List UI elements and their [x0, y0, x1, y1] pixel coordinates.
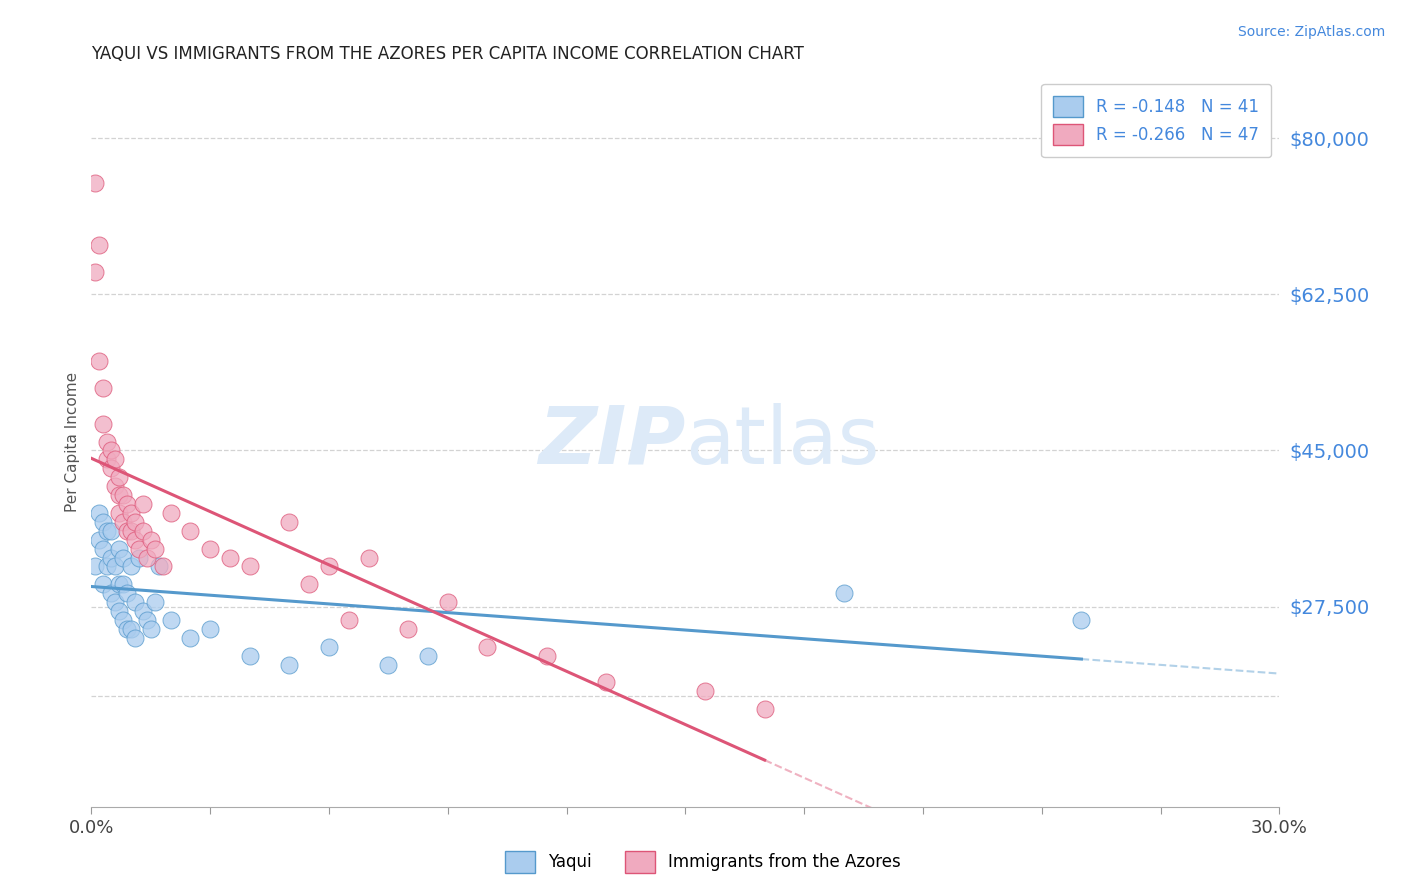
Point	[104, 595, 127, 609]
Point	[120, 524, 142, 538]
Point	[200, 541, 222, 556]
Point	[96, 452, 118, 467]
Point	[112, 613, 135, 627]
Point	[120, 506, 142, 520]
Point	[115, 622, 138, 636]
Point	[112, 550, 135, 565]
Point	[89, 354, 111, 368]
Point	[695, 684, 717, 698]
Legend: Yaqui, Immigrants from the Azores: Yaqui, Immigrants from the Azores	[498, 845, 908, 880]
Point	[128, 550, 150, 565]
Point	[337, 613, 360, 627]
Text: atlas: atlas	[685, 402, 880, 481]
Point	[108, 577, 131, 591]
Point	[536, 648, 558, 663]
Point	[115, 497, 138, 511]
Point	[754, 702, 776, 716]
Point	[396, 622, 419, 636]
Point	[436, 595, 458, 609]
Point	[100, 524, 122, 538]
Point	[112, 577, 135, 591]
Point	[1070, 613, 1092, 627]
Point	[124, 631, 146, 645]
Point	[135, 550, 157, 565]
Point	[148, 559, 170, 574]
Point	[91, 541, 114, 556]
Point	[115, 586, 138, 600]
Point	[108, 604, 131, 618]
Point	[139, 622, 162, 636]
Point	[124, 595, 146, 609]
Point	[108, 506, 131, 520]
Point	[239, 648, 262, 663]
Point	[100, 550, 122, 565]
Point	[132, 524, 155, 538]
Point	[124, 515, 146, 529]
Point	[318, 640, 340, 654]
Point	[128, 541, 150, 556]
Point	[219, 550, 242, 565]
Point	[112, 515, 135, 529]
Point	[108, 470, 131, 484]
Point	[239, 559, 262, 574]
Point	[91, 417, 114, 431]
Point	[120, 559, 142, 574]
Point	[179, 524, 201, 538]
Point	[298, 577, 321, 591]
Point	[595, 675, 617, 690]
Point	[159, 506, 181, 520]
Point	[96, 559, 118, 574]
Point	[91, 381, 114, 395]
Point	[159, 613, 181, 627]
Point	[108, 488, 131, 502]
Point	[104, 479, 127, 493]
Y-axis label: Per Capita Income: Per Capita Income	[65, 371, 80, 512]
Point	[84, 176, 107, 190]
Point	[89, 533, 111, 547]
Point	[120, 622, 142, 636]
Point	[200, 622, 222, 636]
Point	[91, 577, 114, 591]
Point	[278, 657, 301, 672]
Point	[100, 461, 122, 475]
Text: Source: ZipAtlas.com: Source: ZipAtlas.com	[1237, 25, 1385, 39]
Point	[84, 265, 107, 279]
Point	[139, 533, 162, 547]
Point	[377, 657, 399, 672]
Point	[416, 648, 439, 663]
Point	[318, 559, 340, 574]
Point	[100, 586, 122, 600]
Point	[84, 559, 107, 574]
Point	[477, 640, 499, 654]
Point	[96, 524, 118, 538]
Point	[89, 506, 111, 520]
Point	[91, 515, 114, 529]
Point	[278, 515, 301, 529]
Point	[104, 559, 127, 574]
Point	[124, 533, 146, 547]
Point	[832, 586, 855, 600]
Point	[100, 443, 122, 458]
Point	[135, 613, 157, 627]
Point	[143, 541, 166, 556]
Point	[179, 631, 201, 645]
Point	[108, 541, 131, 556]
Point	[112, 488, 135, 502]
Point	[132, 604, 155, 618]
Text: YAQUI VS IMMIGRANTS FROM THE AZORES PER CAPITA INCOME CORRELATION CHART: YAQUI VS IMMIGRANTS FROM THE AZORES PER …	[91, 45, 804, 63]
Point	[357, 550, 380, 565]
Point	[96, 434, 118, 449]
Legend: R = -0.148   N = 41, R = -0.266   N = 47: R = -0.148 N = 41, R = -0.266 N = 47	[1042, 84, 1271, 157]
Point	[143, 595, 166, 609]
Text: ZIP: ZIP	[538, 402, 685, 481]
Point	[115, 524, 138, 538]
Point	[104, 452, 127, 467]
Point	[89, 238, 111, 252]
Point	[132, 497, 155, 511]
Point	[152, 559, 174, 574]
